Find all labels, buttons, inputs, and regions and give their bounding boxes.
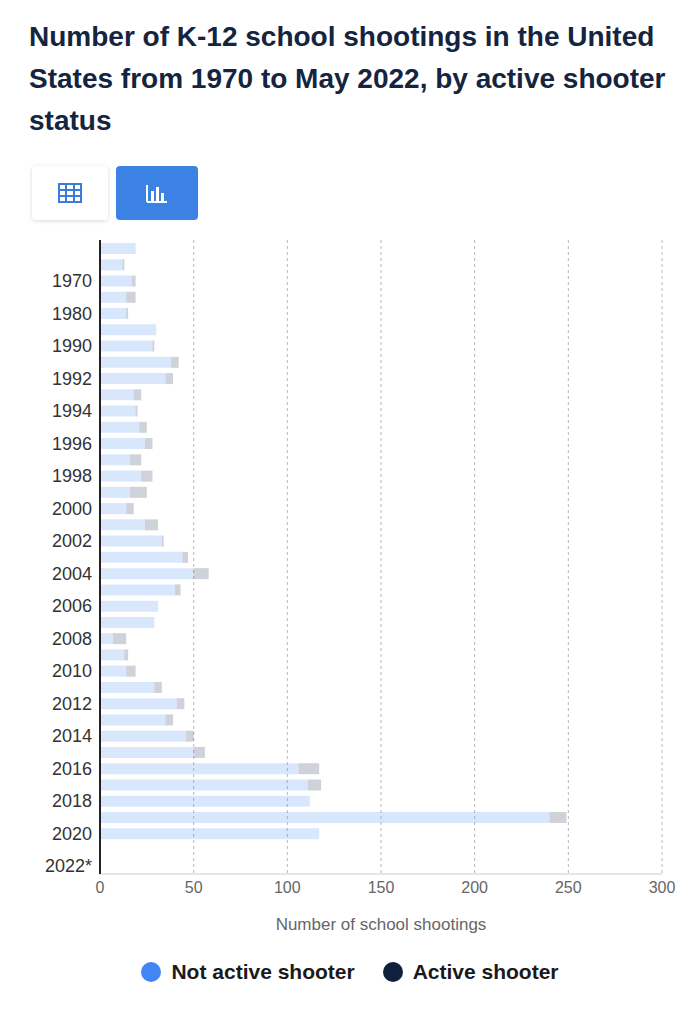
svg-text:1996: 1996	[52, 434, 92, 454]
svg-text:1998: 1998	[52, 466, 92, 486]
html-text:Not active shooter: Not active shooter	[171, 960, 355, 983]
svg-text:2006: 2006	[52, 596, 92, 616]
svg-text:2000: 2000	[52, 499, 92, 519]
html-text:Number of K-12 school shooting: Number of K-12 school shootings in the U…	[29, 21, 666, 136]
svg-text:2008: 2008	[52, 629, 92, 649]
html-text:Active shooter: Active shooter	[412, 960, 559, 983]
svg-text:2016: 2016	[52, 759, 92, 779]
svg-text:2020: 2020	[52, 824, 92, 844]
svg-text:Number of school shootings: Number of school shootings	[276, 915, 487, 934]
svg-text:2004: 2004	[52, 564, 92, 584]
svg-text:2010: 2010	[52, 661, 92, 681]
svg-text:2022*: 2022*	[45, 856, 92, 876]
svg-text:2018: 2018	[52, 791, 92, 811]
svg-text:0: 0	[96, 879, 105, 896]
svg-text:250: 250	[555, 879, 582, 896]
svg-text:100: 100	[274, 879, 301, 896]
svg-text:2012: 2012	[52, 694, 92, 714]
svg-text:1970: 1970	[52, 271, 92, 291]
svg-text:1990: 1990	[52, 336, 92, 356]
svg-text:300: 300	[649, 879, 676, 896]
svg-text:150: 150	[368, 879, 395, 896]
svg-text:1992: 1992	[52, 369, 92, 389]
svg-text:50: 50	[185, 879, 203, 896]
svg-text:1980: 1980	[52, 304, 92, 324]
svg-text:2014: 2014	[52, 726, 92, 746]
svg-text:1994: 1994	[52, 401, 92, 421]
svg-text:200: 200	[461, 879, 488, 896]
svg-text:2002: 2002	[52, 531, 92, 551]
